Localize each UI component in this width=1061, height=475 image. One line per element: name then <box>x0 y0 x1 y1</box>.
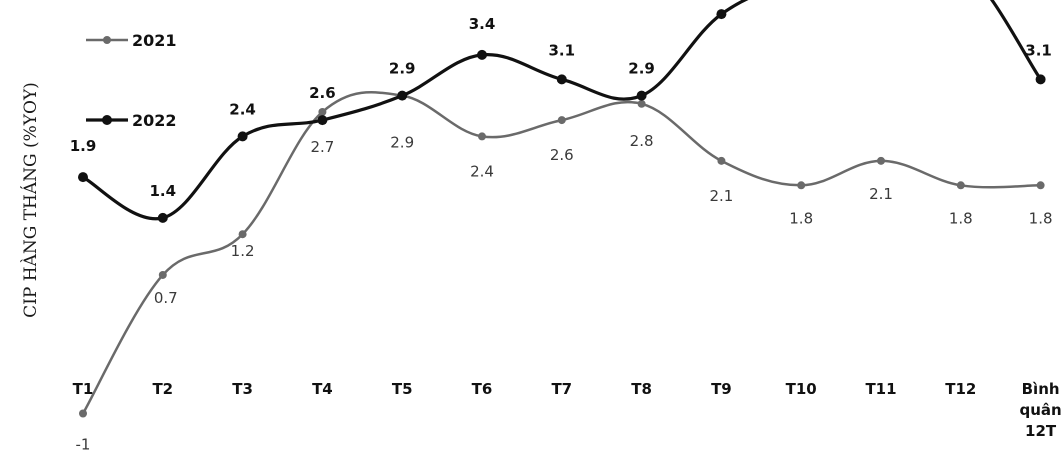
data-label-2021-T12: 1.8 <box>949 209 973 227</box>
data-label-2021-T1: -1 <box>76 436 91 454</box>
point-2021-T10 <box>797 181 806 190</box>
data-label-2021-T3: 1.2 <box>231 242 255 260</box>
legend-label-2021: 2021 <box>132 31 177 50</box>
point-2021-T11 <box>877 156 885 165</box>
data-label-2022-T8: 2.9 <box>628 60 655 78</box>
point-2021-T7 <box>557 116 566 125</box>
series-line-2022 <box>81 0 1043 221</box>
point-2022-T7 <box>556 74 567 85</box>
data-label-2021-T7: 2.6 <box>550 146 574 164</box>
data-label-2022-T6: 3.4 <box>469 15 496 33</box>
data-label-2021-T8: 2.8 <box>630 132 654 150</box>
point-2022-Bình quân 12T <box>1035 74 1046 85</box>
data-label-2022-Bình quân 12T: 3.1 <box>1025 41 1052 59</box>
x-tick-label-11: T12 <box>945 380 976 398</box>
x-tick-label-1: T2 <box>152 380 173 398</box>
data-label-2021-Bình quân 12T: 1.8 <box>1029 209 1053 227</box>
data-label-2022-T1: 1.9 <box>70 137 97 155</box>
x-axis-ticks: T1 T2 T3 T4 T5 T6 T7 T8 T9 T10 T11 T12 Bình quân 12T <box>73 380 1061 440</box>
point-2021-T9 <box>717 156 726 165</box>
data-label-2021-T4: 2.7 <box>310 138 334 156</box>
x-tick-label-8: T9 <box>711 380 732 398</box>
legend-marker-2021 <box>103 36 111 44</box>
point-2021-T6 <box>478 132 486 141</box>
data-label-2022-T3: 2.4 <box>229 100 256 118</box>
point-2021-Bình quân 12T <box>1036 181 1045 190</box>
data-label-2022-T7: 3.1 <box>549 41 576 59</box>
point-2021-T8 <box>637 99 646 108</box>
point-2021-T12 <box>956 181 965 190</box>
point-2022-T3 <box>237 131 248 142</box>
point-2021-T3 <box>238 230 247 239</box>
data-label-2021-T9: 2.1 <box>709 187 733 205</box>
data-label-2022-T2: 1.4 <box>150 182 177 200</box>
x-tick-label-10: T11 <box>865 380 896 398</box>
data-label-2022-T5: 2.9 <box>389 60 416 78</box>
point-2022-T2 <box>157 212 168 223</box>
x-tick-label-3: T4 <box>312 380 333 398</box>
x-tick-label-9: T10 <box>786 380 817 398</box>
x-tick-label-4: T5 <box>392 380 413 398</box>
legend-label-2022: 2022 <box>132 111 177 130</box>
point-2021-T2 <box>158 270 167 279</box>
point-2022-T9 <box>716 9 727 20</box>
x-tick-label-7: T8 <box>631 380 652 398</box>
data-label-2021-T5: 2.9 <box>390 134 414 152</box>
series-line-2021 <box>81 91 1042 415</box>
x-tick-label-12: Bình quân 12T <box>1019 380 1061 440</box>
data-label-2021-T11: 2.1 <box>869 185 893 203</box>
x-tick-label-5: T6 <box>472 380 493 398</box>
data-label-2021-T6: 2.4 <box>470 162 494 180</box>
x-tick-label-2: T3 <box>232 380 253 398</box>
legend: 2021 2022 <box>86 31 177 130</box>
point-2022-T5 <box>397 90 408 101</box>
point-2022-T8 <box>636 90 647 101</box>
point-2021-T1 <box>79 409 87 418</box>
series-lines <box>81 0 1043 415</box>
data-label-2022-T4: 2.6 <box>309 84 336 102</box>
point-2022-T6 <box>477 49 487 60</box>
legend-marker-2022 <box>102 115 112 125</box>
point-2022-T1 <box>78 172 88 183</box>
data-label-2021-T2: 0.7 <box>154 289 178 307</box>
series-points <box>78 9 1046 418</box>
x-tick-label-0: T1 <box>73 380 94 398</box>
point-2021-T4 <box>318 107 327 116</box>
x-tick-label-6: T7 <box>551 380 572 398</box>
data-label-2021-T10: 1.8 <box>789 209 813 227</box>
point-2022-T4 <box>317 115 328 126</box>
y-axis-label: CIP HÀNG THÁNG (%YOY) <box>20 82 41 318</box>
data-labels: -1 0.7 1.2 2.7 2.9 2.4 2.6 2.8 2.1 1.8 2.1 1.8 1.8 1.… <box>70 15 1053 454</box>
